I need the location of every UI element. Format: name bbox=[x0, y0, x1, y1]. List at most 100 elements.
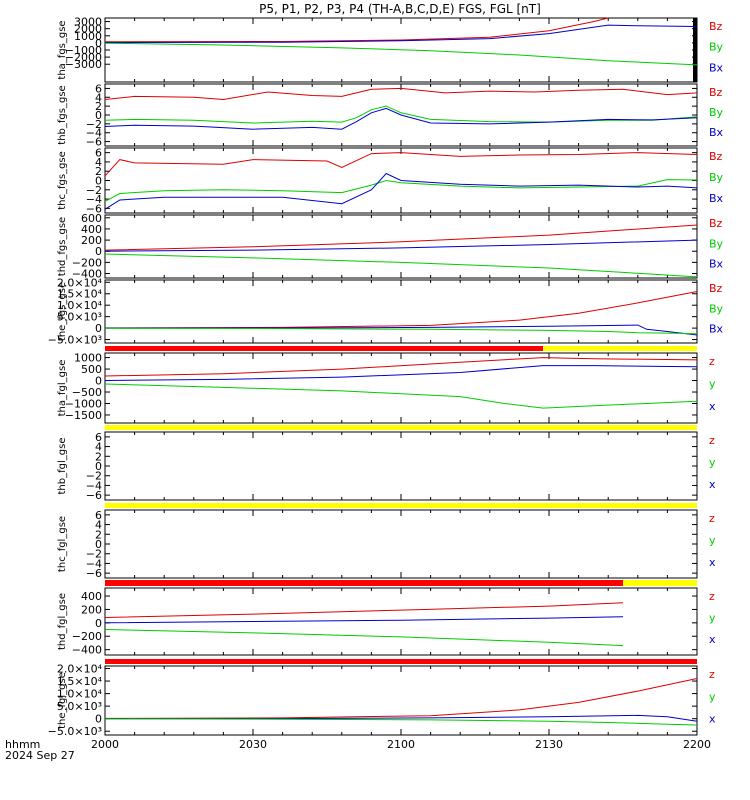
y-tick-label: 2 bbox=[95, 100, 102, 113]
status-bar-segment bbox=[105, 346, 544, 351]
y-tick-label: 2 bbox=[95, 165, 102, 178]
y-tick-label: −5.0×10³ bbox=[48, 725, 102, 738]
y-tick-label: 200 bbox=[81, 603, 102, 616]
y-tick-label: 2000 bbox=[74, 23, 102, 36]
y-tick-label: −200 bbox=[72, 630, 102, 643]
series-x bbox=[104, 714, 698, 722]
y-axis-label: tha_fgs_gse bbox=[57, 20, 68, 79]
legend-Bx: Bx bbox=[709, 323, 724, 336]
status-bar-segment bbox=[623, 580, 697, 586]
series-y bbox=[104, 383, 698, 409]
legend-Bz: Bz bbox=[709, 217, 723, 230]
legend-y: y bbox=[709, 690, 716, 703]
series-y bbox=[104, 718, 698, 726]
y-axis-label: the_fgl_gse bbox=[57, 672, 68, 729]
y-axis-label: thc_fgs_gse bbox=[57, 151, 68, 210]
series-Bx bbox=[104, 239, 698, 252]
y-tick-label: −3000 bbox=[65, 58, 102, 71]
panel-frame bbox=[104, 214, 698, 279]
y-tick-label: 0 bbox=[95, 109, 102, 122]
y-tick-label: 6 bbox=[95, 509, 102, 522]
x-tick-label: 2130 bbox=[535, 738, 563, 751]
y-tick-label: 1.5×10⁴ bbox=[57, 288, 103, 301]
panel-frame bbox=[104, 279, 698, 344]
series-z bbox=[104, 602, 624, 618]
y-tick-label: 0 bbox=[95, 538, 102, 551]
series-Bz bbox=[104, 291, 698, 329]
y-tick-label: −400 bbox=[72, 644, 102, 657]
y-axis-label: thb_fgs_gse bbox=[57, 85, 68, 144]
y-tick-label: 5.0×10³ bbox=[57, 311, 102, 324]
y-tick-label: 400 bbox=[81, 223, 102, 236]
legend-y: y bbox=[709, 378, 716, 391]
legend-z: z bbox=[709, 355, 715, 368]
legend-Bz: Bz bbox=[709, 86, 723, 99]
x-tick-label: 2000 bbox=[91, 738, 119, 751]
y-tick-label: 0 bbox=[95, 175, 102, 188]
legend-x: x bbox=[709, 478, 716, 491]
y-tick-label: −6 bbox=[86, 136, 102, 149]
legend-By: By bbox=[709, 237, 724, 250]
y-axis-label: thd_fgl_gse bbox=[57, 593, 68, 650]
legend-x: x bbox=[709, 400, 716, 413]
legend-Bz: Bz bbox=[709, 150, 723, 163]
series-z bbox=[104, 357, 698, 377]
y-tick-label: −400 bbox=[72, 268, 102, 281]
y-tick-label: 0 bbox=[95, 37, 102, 50]
panel-the_fgl_gse: 2.0×10⁴1.5×10⁴1.0×10⁴5.0×10³0−5.0×10³the… bbox=[48, 659, 716, 738]
legend-x: x bbox=[709, 556, 716, 569]
y-tick-label: −6 bbox=[86, 489, 102, 502]
series-Bz bbox=[104, 152, 698, 177]
y-tick-label: 400 bbox=[81, 590, 102, 603]
y-tick-label: 2.0×10⁴ bbox=[57, 276, 103, 289]
y-tick-label: 200 bbox=[81, 234, 102, 247]
legend-By: By bbox=[709, 171, 724, 184]
legend-z: z bbox=[709, 590, 715, 603]
series-z bbox=[104, 678, 698, 719]
y-tick-label: −6 bbox=[86, 202, 102, 215]
x-tick-label: 2200 bbox=[683, 738, 711, 751]
series-x bbox=[104, 616, 624, 624]
y-tick-label: 0 bbox=[95, 322, 102, 335]
y-tick-label: −4 bbox=[86, 127, 102, 140]
y-axis-label: thd_fgs_gse bbox=[57, 217, 68, 276]
status-bar-segment bbox=[105, 503, 697, 508]
series-Bz bbox=[104, 224, 698, 251]
y-tick-label: −2 bbox=[86, 548, 102, 561]
panel-frame bbox=[104, 431, 698, 501]
legend-y: y bbox=[709, 456, 716, 469]
status-bar-segment bbox=[543, 346, 697, 351]
y-tick-label: −2000 bbox=[65, 51, 102, 64]
panel-the_fgs_gse: 2.0×10⁴1.5×10⁴1.0×10⁴5.0×10³0−5.0×10³the… bbox=[48, 276, 724, 346]
y-tick-label: −1000 bbox=[65, 397, 102, 410]
y-axis-label: the_fgs_gse bbox=[57, 282, 68, 341]
y-tick-label: 5.0×10³ bbox=[57, 700, 102, 713]
series-By bbox=[104, 327, 698, 335]
legend-z: z bbox=[709, 668, 715, 681]
legend-y: y bbox=[709, 612, 716, 625]
y-tick-label: 0 bbox=[95, 617, 102, 630]
y-tick-label: 6 bbox=[95, 431, 102, 444]
series-Bx bbox=[104, 24, 698, 43]
legend-z: z bbox=[709, 512, 715, 525]
y-tick-label: −200 bbox=[72, 256, 102, 269]
legend-By: By bbox=[709, 41, 724, 54]
series-By bbox=[104, 253, 698, 278]
legend-x: x bbox=[709, 713, 716, 726]
y-tick-label: −4 bbox=[86, 479, 102, 492]
x-tick-label: 2030 bbox=[239, 738, 267, 751]
series-By bbox=[104, 42, 698, 66]
y-tick-label: 0 bbox=[95, 713, 102, 726]
y-tick-label: −2 bbox=[86, 118, 102, 131]
y-axis-label: thb_fgl_gse bbox=[57, 438, 68, 495]
y-tick-label: 0 bbox=[95, 245, 102, 258]
y-axis-label: thc_fgl_gse bbox=[57, 516, 68, 572]
y-tick-label: −5.0×10³ bbox=[48, 334, 102, 347]
y-tick-label: −6 bbox=[86, 567, 102, 580]
